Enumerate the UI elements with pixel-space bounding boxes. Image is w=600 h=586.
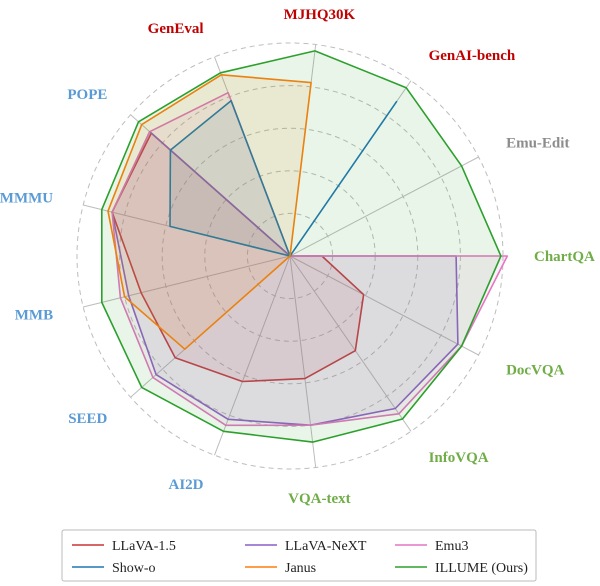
axis-label-seed: SEED: [68, 411, 107, 427]
series-layer: [101, 50, 509, 443]
axis-label-infovqa: InfoVQA: [429, 450, 489, 466]
axis-label-docvqa: DocVQA: [506, 362, 564, 378]
legend-label-illume-ours: ILLUME (Ours): [435, 561, 528, 576]
spoke-docvqa: [289, 255, 479, 356]
axis-label-pope: POPE: [67, 87, 107, 103]
spoke-mmb: [83, 255, 291, 308]
legend-box: [61, 529, 537, 582]
series-llava-next: [111, 130, 459, 427]
axis-label-ai2d: AI2D: [168, 477, 203, 493]
axis-label-mmmu: MMMU: [0, 191, 53, 207]
series-show-o: [169, 99, 398, 257]
spoke-infovqa: [289, 255, 412, 432]
legend-label-emu3: Emu3: [435, 539, 468, 554]
axis-label-vqa-text: VQA-text: [288, 491, 350, 507]
series-janus: [107, 74, 312, 351]
series-illume-ours: [101, 50, 502, 443]
axis-label-genai-bench: GenAI-bench: [429, 48, 516, 64]
axis-labels: ChartQA DocVQA InfoVQA VQA-text AI2D SEED MMB M…: [0, 7, 595, 507]
legend-label-llava-next: LLaVA-NeXT: [285, 539, 367, 554]
axis-label-mmb: MMB: [15, 307, 53, 323]
spoke-vqa-text: [289, 255, 317, 468]
spoke-emu-edit: [289, 156, 479, 257]
spoke-ai2d: [214, 255, 291, 456]
legend-label-llava-1-5: LLaVA-1.5: [112, 539, 176, 554]
legend: LLaVA-1.5 LLaVA-NeXT Emu3 Show-o Janus ILLUME…: [61, 529, 537, 582]
axis-label-chartqa: ChartQA: [534, 249, 595, 265]
legend-label-janus: Janus: [285, 561, 316, 576]
axis-label-geneval: GenEval: [148, 21, 204, 37]
axis-label-emu-edit: Emu-Edit: [506, 136, 569, 152]
legend-label-show-o: Show-o: [112, 561, 156, 576]
axis-label-mjhq30k: MJHQ30K: [284, 7, 356, 23]
